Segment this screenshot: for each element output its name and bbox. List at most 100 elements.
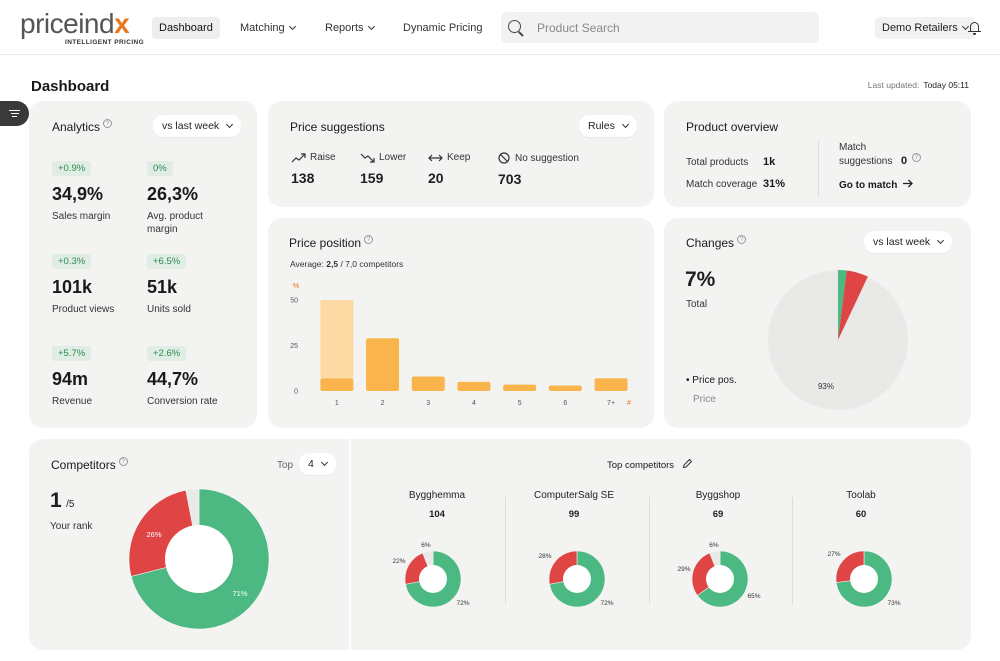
help-icon[interactable]: ?: [364, 235, 374, 244]
changes-period-select[interactable]: vs last week: [864, 231, 953, 253]
suggestion-raise[interactable]: Raise 138: [291, 152, 336, 186]
changes-pie-chart: 93%: [768, 270, 908, 410]
suggestion-label: No suggestion: [515, 152, 579, 164]
suggestion-none[interactable]: No suggestion 703: [498, 152, 579, 187]
bar: [457, 381, 491, 391]
filter-icon-line: [12, 116, 17, 118]
help-icon[interactable]: ?: [912, 153, 921, 162]
change-badge: +0.3%: [52, 254, 92, 269]
search-box: [501, 12, 819, 43]
price-suggestions-title: Price suggestions: [290, 120, 385, 134]
donut-label: 71%: [232, 589, 247, 598]
donut-label: 72%: [600, 600, 613, 607]
filter-panel-toggle[interactable]: [0, 101, 29, 126]
suggestion-lower[interactable]: Lower 159: [360, 152, 406, 186]
product-overview-card: Product overview Total products 1k Match…: [664, 101, 971, 207]
legend-price-pos[interactable]: • Price pos.: [686, 375, 737, 386]
donut-label: 28%: [538, 553, 551, 560]
retailer-label: Demo Retailers: [882, 22, 958, 34]
analytics-period-label: vs last week: [162, 120, 220, 132]
divider: [505, 497, 506, 604]
top-count-select[interactable]: 4: [299, 453, 336, 475]
competitor-donut-hole: [706, 565, 734, 593]
metric-value: 44,7%: [147, 369, 199, 389]
rules-label: Rules: [588, 120, 615, 132]
competitor-donut-hole: [850, 565, 878, 593]
average-rest: / 7,0 competitors: [340, 259, 404, 269]
top-competitors-title: Top competitors: [607, 458, 693, 471]
suggestion-keep[interactable]: Keep 20: [428, 152, 470, 186]
nav-dashboard[interactable]: Dashboard: [152, 17, 220, 39]
divider: [649, 497, 650, 604]
divider: [818, 141, 819, 197]
suggestion-label: Lower: [379, 152, 407, 163]
price-position-chart: 0 25 50% 1 2 3 4 5 6 7+ #: [290, 281, 632, 407]
metric-conversion-rate: +2.6% 44,7% Conversion rate: [147, 343, 237, 408]
page-title: Dashboard: [31, 78, 110, 95]
bar: [411, 376, 445, 391]
top-header: priceindx INTELLIGENT PRICING Dashboard …: [0, 0, 1000, 55]
metric-value: 101k: [52, 277, 93, 297]
match-coverage-label: Match coverage: [686, 179, 758, 190]
go-to-match-label: Go to match: [839, 180, 898, 191]
logo[interactable]: priceindx INTELLIGENT PRICING: [20, 8, 144, 47]
metric-label: Revenue: [52, 396, 93, 407]
competitors-card: Competitors? Top 4 1 /5 Your rank Top co…: [29, 439, 971, 650]
metric-avg-product-margin: 0% 26,3% Avg. product margin: [147, 158, 237, 236]
competitor-donut-hole: [563, 565, 591, 593]
changes-pie-slice: [838, 270, 847, 340]
divider: [792, 497, 793, 604]
price-suggestions-card: Price suggestions Rules: [268, 101, 654, 207]
nav-matching-label: Matching: [240, 22, 285, 34]
go-to-match-link[interactable]: Go to match: [839, 179, 914, 191]
average-label: Average:: [290, 259, 324, 269]
competitor-count-computersalg: 99: [568, 509, 580, 520]
help-icon[interactable]: ?: [118, 457, 128, 466]
match-suggestions-value: 0: [901, 155, 908, 167]
change-badge: +6.5%: [147, 254, 187, 269]
price-position-average: Average: 2,5 / 7,0 competitors: [290, 259, 403, 269]
metric-label: Units sold: [147, 304, 191, 315]
y-axis-unit: %: [293, 281, 300, 290]
donut-label: 22%: [392, 558, 405, 565]
bar: [320, 300, 354, 379]
last-updated-label: Last updated:: [867, 80, 920, 90]
metric-value: 34,9%: [52, 184, 104, 204]
chevron-down-icon: [621, 120, 629, 129]
change-badge: +2.6%: [147, 346, 187, 361]
changes-total-label: Total: [686, 299, 708, 310]
x-axis-unit: #: [627, 398, 632, 407]
x-tick-label: 5: [518, 400, 522, 407]
chevron-down-icon: [961, 22, 969, 31]
bell-icon[interactable]: [968, 22, 981, 35]
changes-total-value: 7%: [685, 268, 716, 291]
help-icon[interactable]: ?: [737, 235, 747, 244]
last-updated-value: Today 05:11: [923, 80, 969, 90]
nav-dynamic-pricing[interactable]: Dynamic Pricing: [396, 17, 489, 39]
metric-label: Sales margin: [52, 211, 111, 222]
nav-matching[interactable]: Matching: [233, 17, 302, 39]
search-input[interactable]: [537, 18, 807, 37]
help-icon[interactable]: ?: [103, 119, 113, 128]
x-tick-label: 7+: [607, 400, 615, 407]
rules-select[interactable]: Rules: [579, 115, 637, 137]
filter-icon: [9, 110, 20, 112]
nav-reports[interactable]: Reports: [318, 17, 381, 39]
retailer-selector[interactable]: Demo Retailers: [875, 17, 975, 39]
changes-pie-label: 93%: [818, 382, 834, 391]
legend-price[interactable]: Price: [693, 394, 716, 405]
donut-label: 72%: [456, 600, 469, 607]
your-rank-value: 1 /5: [50, 489, 74, 513]
pencil-icon[interactable]: [682, 458, 693, 469]
logo-wordmark: priceindx: [20, 8, 130, 39]
arrows-horizontal-icon: [428, 154, 443, 161]
donut-label: 6%: [421, 542, 431, 549]
search-icon[interactable]: [508, 20, 521, 33]
logo-main-text: priceind: [20, 8, 115, 39]
x-tick-label: 1: [335, 400, 339, 407]
suggestion-value: 138: [291, 170, 315, 186]
analytics-period-select[interactable]: vs last week: [153, 115, 242, 137]
total-products-value: 1k: [763, 156, 776, 168]
donut-label: 27%: [827, 551, 840, 558]
metric-label: Avg. product margin: [147, 211, 203, 235]
